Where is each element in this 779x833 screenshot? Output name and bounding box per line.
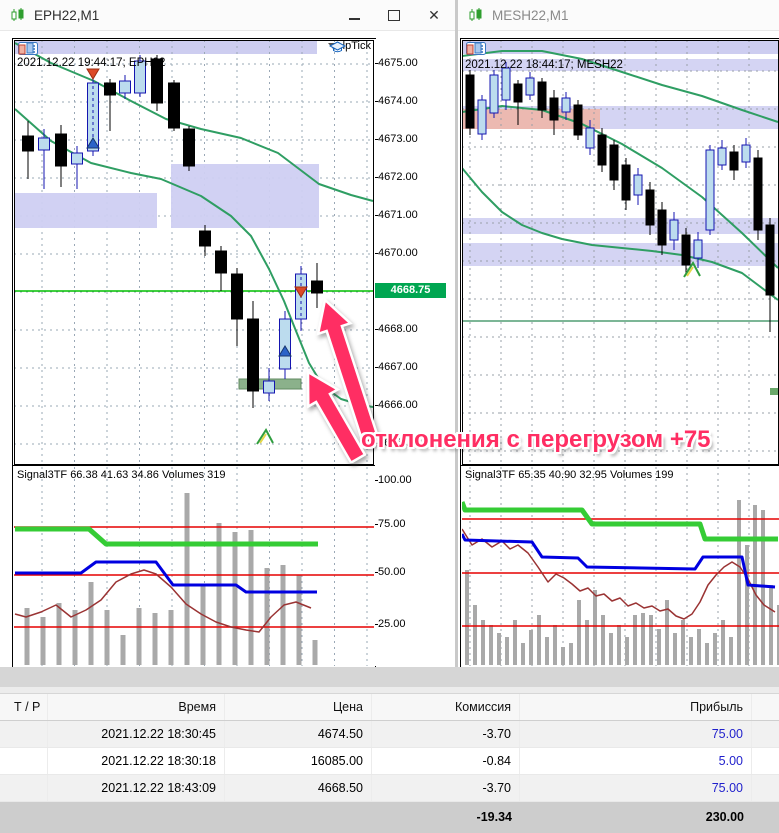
table-row[interactable]: 2021.12.22 18:30:18 16085.00 -0.84 5.00: [0, 748, 779, 775]
price-axis-label: 4673.00: [375, 133, 418, 145]
column-header-tp[interactable]: Т / Р: [0, 694, 48, 720]
current-price-tag: 4668.75: [375, 283, 446, 298]
annotation-arrows: [306, 297, 381, 463]
indicator-axis-label: 25.00: [375, 618, 406, 630]
window-divider: [455, 0, 458, 667]
cell-profit: 5.00: [520, 748, 752, 774]
window-titlebar[interactable]: EPH22,M1 ✕: [0, 0, 455, 31]
table-row[interactable]: 2021.12.22 18:30:45 4674.50 -3.70 75.00: [0, 721, 779, 748]
indicator-chart[interactable]: [14, 467, 374, 666]
chart-annotation: 2021.12.22 18:44:17; MESH22: [465, 59, 623, 71]
chart-window-eph22: EPH22,M1 ✕ lpTick: [0, 0, 456, 668]
column-header-profit[interactable]: Прибыль: [520, 694, 752, 720]
deals-table: Т / Р Время Цена Комиссия Прибыль 2021.1…: [0, 694, 779, 833]
window-title: EPH22,M1: [34, 7, 100, 23]
price-axis-label: 4670.00: [375, 247, 418, 259]
price-axis-label: 4667.00: [375, 361, 418, 373]
cell-profit: 75.00: [520, 775, 752, 801]
table-row[interactable]: 2021.12.22 18:43:09 4668.50 -3.70 75.00: [0, 775, 779, 802]
price-axis-label: 4674.00: [375, 95, 418, 107]
candlestick-icon: [469, 8, 482, 21]
candlestick-icon: [11, 8, 24, 21]
window-titlebar[interactable]: MESH22,M1: [458, 0, 779, 31]
column-header-price[interactable]: Цена: [225, 694, 372, 720]
price-chart-area[interactable]: lpTick 2021.12.22 19:44:17; EPH22: [12, 38, 376, 467]
indicator-chart[interactable]: [462, 467, 779, 666]
price-axis: 4675.00 4674.00 4673.00 4672.00 4671.00 4670.…: [375, 39, 454, 465]
price-axis-label: 4675.00: [375, 57, 418, 69]
chart-annotation: 2021.12.22 19:44:17; EPH22: [17, 57, 166, 69]
close-button[interactable]: ✕: [428, 6, 440, 23]
profit-total: 230.00: [705, 810, 744, 824]
indicator-axis: 100.00 75.00 50.00 25.00: [375, 465, 454, 666]
cell-price: 4674.50: [225, 721, 372, 747]
chart-window-mesh22: MESH22,M1 2021.12.22 18:44:17; MESH22 Si…: [458, 0, 779, 668]
commission-total: -19.34: [476, 810, 512, 824]
chart-objects-icon[interactable]: [466, 42, 484, 55]
indicator-label: Signal3TF 66.38 41.63 34.86 Volumes 319: [17, 469, 226, 481]
minimize-button[interactable]: [347, 8, 361, 22]
annotation-arrow: [316, 297, 381, 447]
price-axis-label: 4665.00: [375, 437, 418, 449]
indicator-axis-label: 75.00: [375, 518, 406, 530]
indicator-pane[interactable]: Signal3TF 66.38 41.63 34.86 Volumes 319: [12, 465, 376, 668]
graduation-cap-icon[interactable]: [328, 41, 346, 54]
price-axis-label: 4671.00: [375, 209, 418, 221]
cell-time: 2021.12.22 18:30:45: [48, 721, 225, 747]
cell-time: 2021.12.22 18:43:09: [48, 775, 225, 801]
cell-profit: 75.00: [520, 721, 752, 747]
price-axis-label: 4666.00: [375, 399, 418, 411]
cell-price: 4668.50: [225, 775, 372, 801]
indicator-axis-label: 100.00: [375, 474, 412, 486]
indicator-pane[interactable]: Signal3TF 65.35 40.90 32.95 Volumes 199: [460, 465, 779, 668]
workspace-strip: [0, 687, 779, 693]
candlestick-chart[interactable]: [462, 40, 779, 465]
cell-price: 16085.00: [225, 748, 372, 774]
table-header-row: Т / Р Время Цена Комиссия Прибыль: [0, 694, 779, 721]
indicator-axis-label: 50.00: [375, 566, 406, 578]
column-header-commission[interactable]: Комиссия: [372, 694, 520, 720]
cell-commission: -3.70: [372, 775, 520, 801]
annotation-arrow: [306, 369, 367, 463]
indicator-label: Signal3TF 65.35 40.90 32.95 Volumes 199: [465, 469, 674, 481]
chart-objects-icon[interactable]: [18, 42, 36, 55]
column-header-time[interactable]: Время: [48, 694, 225, 720]
tick-mode-label: lpTick: [342, 40, 371, 52]
chart-toolbar-strip: [14, 40, 317, 54]
cell-time: 2021.12.22 18:30:18: [48, 748, 225, 774]
price-axis-label: 4668.00: [375, 323, 418, 335]
window-title: MESH22,M1: [492, 7, 569, 23]
cell-commission: -3.70: [372, 721, 520, 747]
cell-commission: -0.84: [372, 748, 520, 774]
trade-note: отклонения с перегрузом +75: [361, 426, 711, 453]
price-axis-label: 4672.00: [375, 171, 418, 183]
table-footer-row: -19.34 230.00: [0, 802, 779, 833]
price-chart-area[interactable]: 2021.12.22 18:44:17; MESH22: [460, 38, 779, 467]
maximize-button[interactable]: [387, 8, 401, 22]
